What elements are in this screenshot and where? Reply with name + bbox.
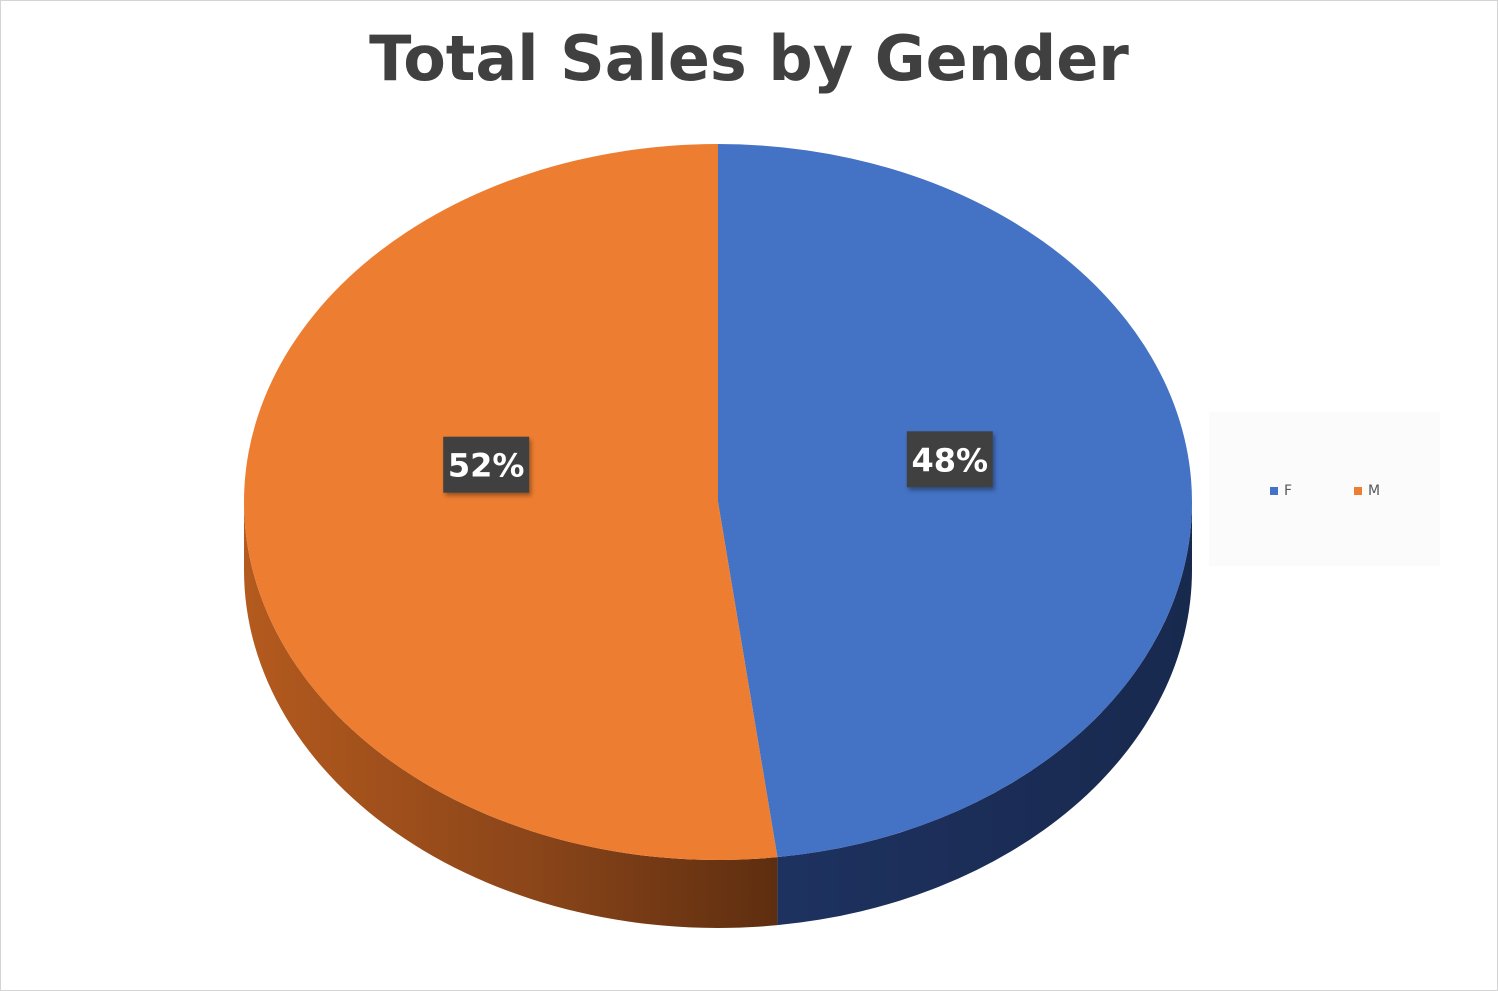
legend-item-f: F (1270, 483, 1292, 499)
chart-title: Total Sales by Gender (369, 22, 1129, 95)
legend-label-f: F (1284, 483, 1293, 499)
data-label-box-f (906, 431, 993, 488)
legend-swatch-m (1354, 487, 1362, 495)
legend: F M (1209, 412, 1440, 566)
legend-item-m: M (1354, 483, 1380, 499)
data-label-m: 52% (443, 436, 530, 493)
data-label-box-m (443, 436, 530, 493)
data-label-f: 48% (906, 431, 993, 488)
pie-slice-m (244, 144, 778, 860)
pie-side-m (244, 502, 778, 928)
data-label-text-m: 52% (448, 447, 525, 485)
legend-label-m: M (1368, 483, 1381, 499)
pie-slice-f (718, 144, 1193, 858)
legend-swatch-f (1270, 487, 1278, 495)
data-label-text-f: 48% (912, 441, 989, 479)
pie-side-f (777, 502, 1192, 926)
